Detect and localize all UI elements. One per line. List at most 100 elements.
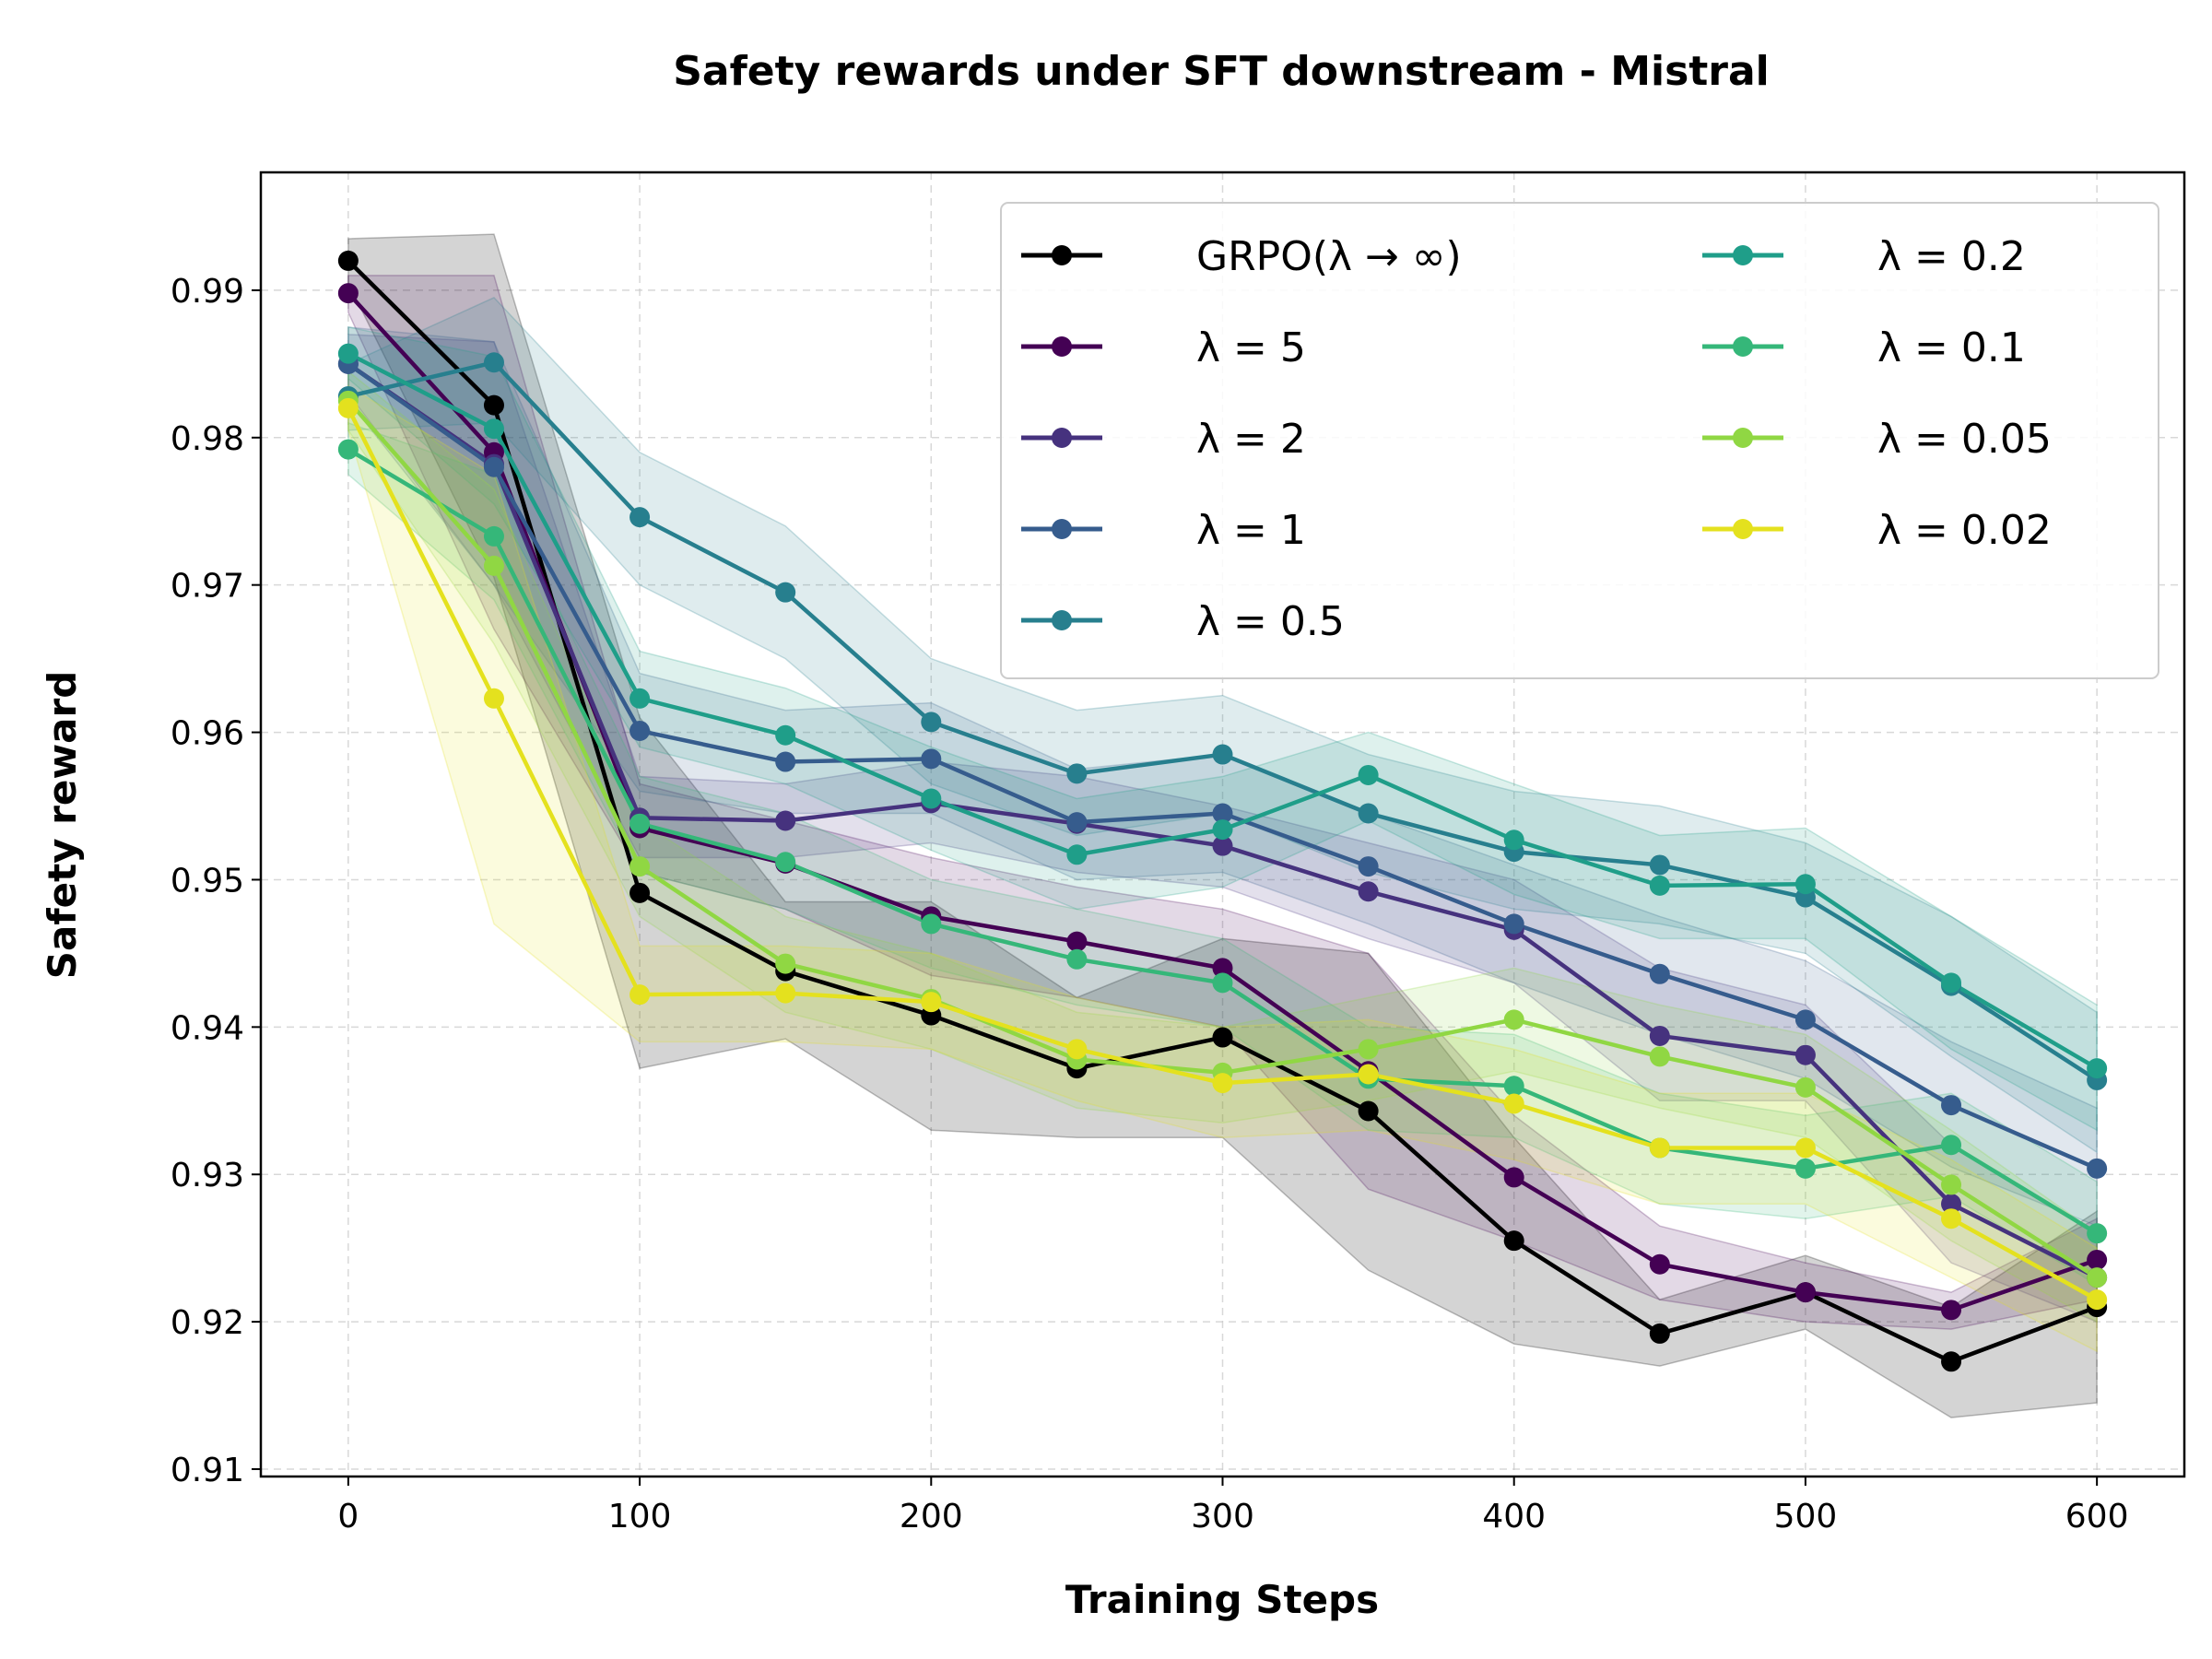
point-series-6 [629,813,651,834]
point-series-0 [1358,1100,1379,1122]
point-series-5 [337,343,359,364]
point-series-7 [1503,1009,1524,1030]
point-series-2 [1941,1194,1962,1215]
point-series-3 [483,456,504,477]
y-axis-ticks: 0.91 0.92 0.93 0.94 0.95 0.96 0.97 0.98 0.99 [171,273,261,1489]
point-series-6 [775,852,796,873]
point-series-8 [775,982,796,1004]
point-series-5 [1212,819,1233,841]
legend-entry-label: λ = 2 [1196,416,1306,463]
point-series-3 [775,751,796,772]
point-series-7 [1941,1174,1962,1195]
point-series-5 [1358,764,1379,785]
y-tick-label: 0.92 [171,1304,244,1342]
y-tick-label: 0.96 [171,715,244,753]
point-series-8 [1066,1039,1088,1060]
y-tick-label: 0.99 [171,273,244,311]
point-series-3 [1649,963,1670,984]
point-series-2 [1358,881,1379,902]
x-tick-label: 300 [1191,1498,1254,1535]
y-tick-label: 0.94 [171,1009,244,1047]
y-tick-label: 0.91 [171,1452,244,1489]
point-series-7 [775,953,796,974]
point-series-4 [775,582,796,603]
point-series-1 [1503,1167,1524,1188]
legend-swatch-marker [1733,428,1753,448]
point-series-0 [629,882,651,903]
y-axis-label: Safety reward [40,671,85,980]
y-tick-label: 0.98 [171,420,244,458]
point-series-6 [921,913,942,935]
point-series-5 [2087,1058,2108,1079]
point-series-6 [2087,1223,2108,1244]
point-series-2 [775,810,796,831]
legend-swatch-marker [1052,336,1072,357]
point-series-8 [629,984,651,1006]
point-series-1 [1941,1300,1962,1321]
point-series-1 [1212,958,1233,979]
point-series-1 [1794,1282,1816,1303]
band-series-7 [347,370,2098,1324]
point-series-5 [921,788,942,809]
point-series-4 [1212,744,1233,765]
x-tick-label: 0 [337,1498,359,1535]
legend-swatch-marker [1052,519,1072,539]
legend-swatch-marker [1052,610,1072,630]
legend-entry-label: λ = 0.1 [1877,324,2026,371]
point-series-3 [2087,1158,2108,1179]
point-series-0 [337,250,359,271]
point-series-6 [483,525,504,547]
point-series-2 [1649,1025,1670,1046]
point-series-2 [1212,835,1233,856]
legend-entry-label: λ = 0.5 [1196,598,1345,645]
legend-entry-label: GRPO(λ → ∞) [1196,233,1462,280]
legend-entry-label: λ = 0.05 [1877,416,2052,463]
point-series-8 [1941,1208,1962,1230]
series-points [337,250,2108,1372]
point-series-3 [921,748,942,770]
point-series-3 [1066,812,1088,833]
point-series-2 [1794,1044,1816,1065]
y-tick-label: 0.97 [171,568,244,606]
y-tick-label: 0.95 [171,862,244,900]
point-series-4 [1358,803,1379,824]
legend-box [1000,202,2159,679]
point-series-4 [1066,763,1088,784]
point-series-6 [337,439,359,460]
x-tick-label: 200 [900,1498,963,1535]
x-tick-label: 400 [1482,1498,1546,1535]
point-series-4 [921,712,942,733]
point-series-8 [337,397,359,418]
band-series-8 [347,384,2098,1353]
band-series-4 [347,296,2098,1154]
point-series-8 [2087,1289,2108,1311]
point-series-5 [629,688,651,709]
point-series-8 [921,992,942,1013]
point-series-6 [1212,972,1233,994]
legend-swatch-marker [1733,336,1753,357]
legend-entry-label: λ = 5 [1196,324,1306,371]
point-series-6 [1066,948,1088,970]
point-series-1 [1066,931,1088,952]
legend-swatch-marker [1052,245,1072,265]
point-series-8 [1503,1093,1524,1114]
point-series-8 [1794,1137,1816,1159]
point-series-5 [1066,844,1088,865]
legend-entry-label: λ = 1 [1196,507,1306,554]
point-series-7 [2087,1267,2108,1288]
point-series-8 [483,688,504,709]
point-series-0 [1212,1027,1233,1048]
point-series-0 [1649,1323,1670,1344]
legend-entry-label: λ = 0.02 [1877,507,2052,554]
point-series-6 [1794,1158,1816,1179]
point-series-1 [337,283,359,304]
chart-title: Safety rewards under SFT downstream - Mi… [673,48,1770,95]
point-series-5 [1794,874,1816,895]
point-series-3 [1794,1009,1816,1030]
point-series-3 [1358,856,1379,877]
point-series-6 [1503,1076,1524,1097]
point-series-8 [1212,1073,1233,1094]
point-series-4 [629,507,651,528]
point-series-3 [1503,913,1524,935]
